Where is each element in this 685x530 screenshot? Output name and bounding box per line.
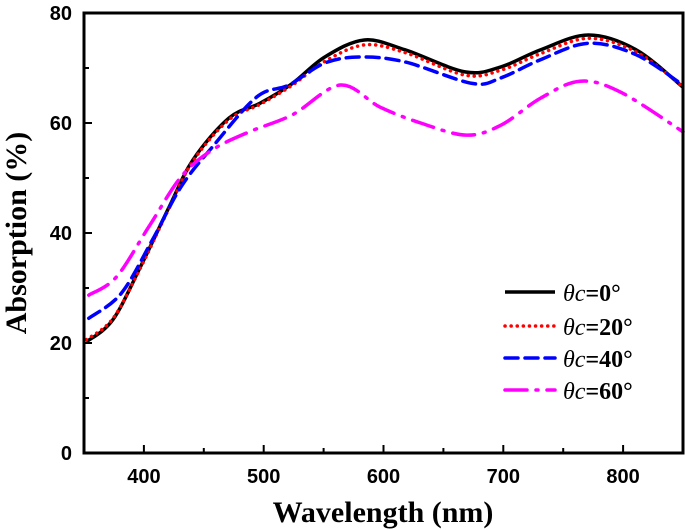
legend-label-2: θc=40°	[563, 347, 633, 373]
y-tick-label: 20	[50, 333, 72, 355]
x-tick-label: 400	[127, 466, 160, 488]
x-tick-label: 500	[247, 466, 280, 488]
legend-label-3: θc=60°	[563, 379, 633, 405]
legend-label-1: θc=20°	[563, 315, 633, 341]
x-tick-label: 800	[606, 466, 639, 488]
x-tick-label: 600	[367, 466, 400, 488]
legend: θc=0° θc=20° θc=40° θc=60°	[503, 281, 633, 405]
series-line-3	[87, 79, 685, 297]
y-tick-label: 80	[50, 3, 72, 25]
series-line-2	[87, 41, 685, 320]
series-line-1	[84, 36, 685, 342]
x-axis-label: Wavelength (nm)	[273, 496, 494, 529]
y-tick-label: 40	[50, 223, 72, 245]
y-tick-label: 60	[50, 113, 72, 135]
x-tick-label: 700	[487, 466, 520, 488]
legend-label-0: θc=0°	[563, 281, 621, 307]
y-tick-label: 0	[61, 443, 72, 465]
y-axis-label: Absorption (%)	[0, 132, 33, 335]
